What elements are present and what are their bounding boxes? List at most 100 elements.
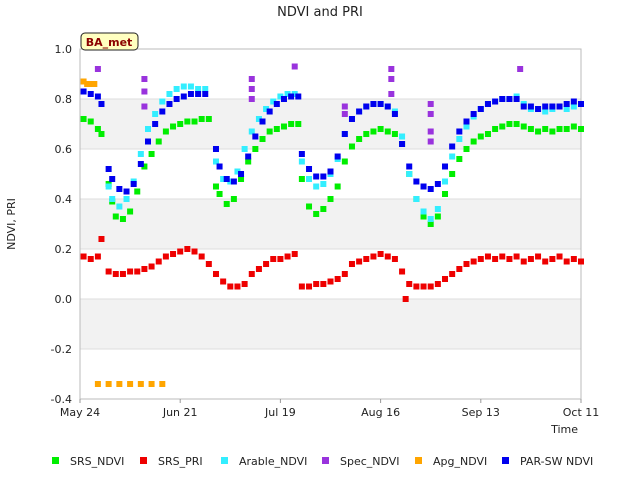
data-point — [434, 181, 441, 187]
data-point — [427, 283, 434, 290]
legend-label: Spec_NDVI — [340, 455, 400, 468]
data-point — [127, 381, 134, 387]
data-point — [123, 188, 130, 195]
data-point — [388, 91, 395, 97]
data-point — [327, 278, 334, 285]
data-point — [298, 151, 305, 157]
data-point — [506, 96, 513, 102]
data-point — [173, 86, 180, 92]
y-tick-label: -0.2 — [51, 343, 72, 356]
background-bands — [80, 99, 581, 349]
data-point — [187, 83, 194, 90]
data-point — [198, 116, 205, 122]
data-point — [306, 176, 313, 182]
data-point — [130, 181, 137, 187]
data-point — [434, 213, 441, 220]
data-point — [148, 263, 155, 270]
x-tick-label: Jul 19 — [264, 406, 296, 419]
data-point — [570, 123, 577, 130]
data-point — [456, 128, 463, 135]
data-point — [162, 253, 169, 260]
data-point — [105, 166, 112, 172]
data-point — [112, 271, 119, 277]
data-point — [484, 101, 491, 107]
data-point — [470, 138, 477, 145]
data-point — [127, 208, 134, 215]
legend-swatch — [52, 457, 59, 464]
site-badge-label: BA_met — [86, 36, 133, 49]
data-point — [144, 138, 151, 145]
data-point — [280, 123, 287, 130]
data-point — [191, 118, 198, 125]
data-point — [549, 128, 556, 135]
data-point — [513, 121, 520, 127]
data-point — [313, 281, 320, 287]
data-point — [563, 106, 570, 112]
data-point — [248, 271, 255, 277]
y-tick-label: 0.4 — [55, 193, 73, 206]
data-point — [341, 271, 348, 277]
data-point — [248, 86, 255, 92]
x-tick-label: May 24 — [60, 406, 100, 419]
data-point — [506, 256, 513, 262]
data-point — [205, 116, 212, 122]
data-point — [91, 81, 98, 87]
data-point — [427, 138, 434, 145]
data-point — [563, 258, 570, 265]
x-tick-label: Oct 11 — [563, 406, 600, 419]
data-point — [420, 213, 427, 220]
data-point — [80, 88, 87, 95]
legend-swatch — [502, 457, 509, 464]
data-point — [542, 103, 549, 110]
data-point — [406, 163, 413, 170]
data-point — [98, 236, 105, 242]
data-point — [137, 381, 144, 387]
data-point — [109, 176, 116, 182]
data-point — [334, 183, 341, 190]
data-point — [463, 118, 470, 125]
data-point — [356, 258, 363, 265]
data-point — [492, 98, 499, 105]
data-point — [230, 196, 237, 202]
x-tick-label: Sep 13 — [462, 406, 500, 419]
data-point — [556, 126, 563, 132]
data-point — [434, 206, 441, 212]
data-point — [427, 111, 434, 117]
data-point — [570, 98, 577, 105]
data-point — [470, 111, 477, 117]
data-point — [570, 256, 577, 262]
y-axis-ticks: -0.4 -0.2 0.0 0.2 0.4 0.6 0.8 1.0 — [51, 43, 72, 406]
data-point — [241, 146, 248, 152]
data-point — [94, 126, 101, 132]
data-point — [94, 93, 101, 100]
data-point — [166, 101, 173, 107]
data-point — [406, 171, 413, 177]
data-point — [270, 256, 277, 262]
data-point — [288, 121, 295, 127]
legend-label: Apg_NDVI — [433, 455, 487, 468]
data-point — [535, 253, 542, 260]
data-point — [273, 126, 280, 132]
data-point — [227, 178, 234, 185]
data-point — [320, 173, 327, 180]
legend-label: Arable_NDVI — [239, 455, 307, 468]
data-point — [141, 163, 148, 170]
data-point — [177, 121, 184, 127]
data-point — [80, 253, 87, 260]
data-point — [520, 103, 527, 110]
data-point — [284, 91, 291, 97]
data-point — [427, 101, 434, 107]
data-point — [105, 268, 112, 275]
data-point — [388, 66, 395, 72]
data-point — [341, 103, 348, 110]
data-point — [98, 131, 105, 137]
data-point — [270, 98, 277, 105]
data-point — [148, 381, 155, 387]
data-point — [255, 116, 262, 122]
data-point — [87, 256, 94, 262]
data-point — [80, 78, 87, 85]
data-point — [98, 101, 105, 107]
data-point — [356, 136, 363, 142]
data-point — [277, 93, 284, 100]
